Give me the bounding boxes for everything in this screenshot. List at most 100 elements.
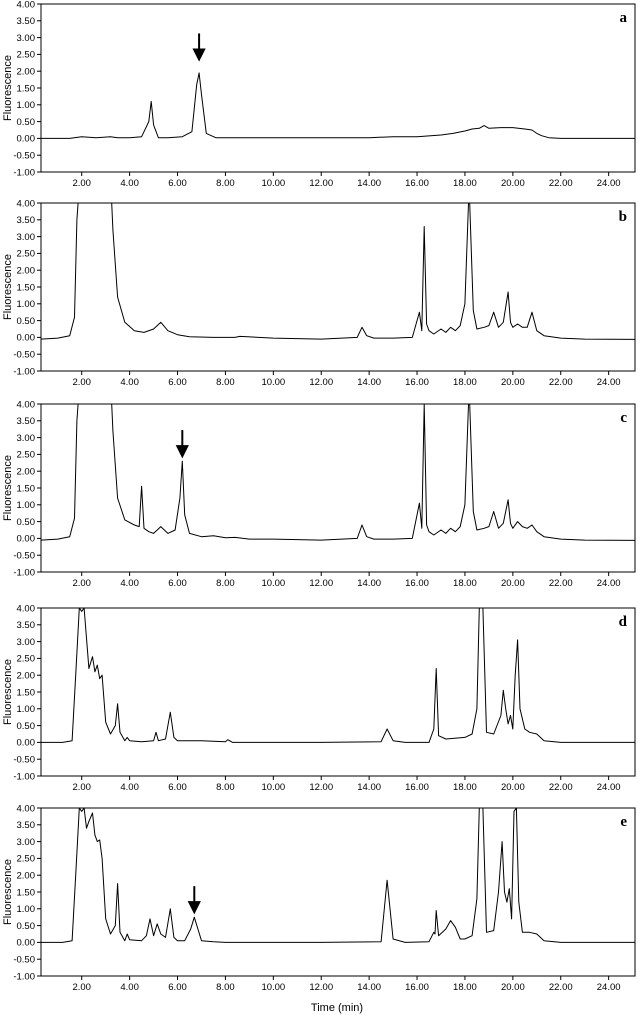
x-tick-label: 12.00 <box>309 782 333 793</box>
x-tick-label: 6.00 <box>168 578 187 589</box>
x-tick-label: 14.00 <box>357 178 381 189</box>
panel-letter: b <box>619 209 627 225</box>
y-tick-label: -1.00 <box>13 771 35 782</box>
y-tick-label: 2.00 <box>17 266 36 277</box>
x-tick-label: 16.00 <box>405 982 429 993</box>
x-tick-label: 8.00 <box>216 578 235 589</box>
x-tick-label: 2.00 <box>72 377 91 388</box>
x-tick-label: 24.00 <box>597 578 621 589</box>
x-tick-label: 20.00 <box>501 782 525 793</box>
y-tick-label: 1.00 <box>17 500 36 511</box>
y-tick-label: -0.50 <box>13 350 35 361</box>
x-tick-label: 18.00 <box>453 782 477 793</box>
series-line <box>41 608 635 743</box>
y-tick-label: 2.00 <box>17 871 36 882</box>
y-tick-label: -0.50 <box>13 955 35 966</box>
y-tick-label: 1.50 <box>17 483 36 494</box>
y-tick-label: 0.50 <box>17 921 36 932</box>
y-tick-label: 2.50 <box>17 450 36 461</box>
x-tick-label: 10.00 <box>261 982 285 993</box>
x-tick-label: 2.00 <box>72 578 91 589</box>
panel-b: -1.00 -0.50 0.00 0.50 1.00 1.50 2.00 2.50 3.00 3.… <box>2 198 636 388</box>
y-tick-label: 3.50 <box>17 820 36 831</box>
x-tick-label: 4.00 <box>120 982 139 993</box>
x-tick-label: 4.00 <box>120 377 139 388</box>
plot-frame <box>40 3 636 173</box>
y-tick-label: 2.50 <box>17 654 36 665</box>
y-tick-label: 4.00 <box>17 198 36 209</box>
x-tick-label: 2.00 <box>72 178 91 189</box>
y-tick-label: 0.00 <box>17 134 36 145</box>
arrow-head <box>192 48 206 62</box>
x-tick-label: 4.00 <box>120 178 139 189</box>
x-tick-label: 8.00 <box>216 982 235 993</box>
panel-e: -1.00 -0.50 0.00 0.50 1.00 1.50 2.00 2.50 3.00 3.… <box>2 803 636 993</box>
x-tick-label: 20.00 <box>501 377 525 388</box>
y-tick-label: 1.00 <box>17 704 36 715</box>
x-tick-label: 10.00 <box>261 578 285 589</box>
y-tick-label: 3.00 <box>17 837 36 848</box>
x-tick-label: 4.00 <box>120 578 139 589</box>
y-tick-label: 1.50 <box>17 687 36 698</box>
x-tick-label: 16.00 <box>405 178 429 189</box>
y-tick-label: 0.00 <box>17 938 36 949</box>
x-tick-label: 12.00 <box>309 982 333 993</box>
x-tick-label: 8.00 <box>216 782 235 793</box>
plot-frame <box>40 202 636 372</box>
y-tick-label: 0.50 <box>17 517 36 528</box>
x-tick-label: 10.00 <box>261 178 285 189</box>
plot-frame <box>40 607 636 777</box>
x-tick-label: 18.00 <box>453 578 477 589</box>
series-line <box>41 203 635 340</box>
panel-letter: e <box>620 814 627 830</box>
x-tick-label: 6.00 <box>168 782 187 793</box>
series-line <box>41 808 635 943</box>
x-tick-label: 16.00 <box>405 377 429 388</box>
panel-letter: a <box>620 10 628 26</box>
y-axis-title: Fluorescence <box>2 254 14 320</box>
series-line <box>41 72 635 139</box>
y-tick-label: 2.50 <box>17 50 36 61</box>
x-tick-label: 22.00 <box>549 982 573 993</box>
y-tick-label: 3.50 <box>17 416 36 427</box>
y-tick-label: 1.00 <box>17 299 36 310</box>
x-tick-label: 24.00 <box>597 178 621 189</box>
panel-letter: c <box>620 410 627 426</box>
x-tick-label: 12.00 <box>309 578 333 589</box>
arrow-head <box>187 901 201 915</box>
panel-a: -1.00 -0.50 0.00 0.50 1.00 1.50 2.00 2.50 3.00 3.… <box>2 0 636 189</box>
y-tick-label: 0.00 <box>17 333 36 344</box>
y-tick-label: 0.50 <box>17 316 36 327</box>
y-tick-label: 1.50 <box>17 83 36 94</box>
x-tick-label: 14.00 <box>357 377 381 388</box>
x-tick-label: 16.00 <box>405 782 429 793</box>
y-tick-label: -0.50 <box>13 151 35 162</box>
y-tick-label: 3.50 <box>17 16 36 27</box>
y-tick-label: 0.50 <box>17 117 36 128</box>
x-tick-label: 18.00 <box>453 178 477 189</box>
x-tick-label: 14.00 <box>357 578 381 589</box>
y-axis-title: Fluorescence <box>2 455 14 521</box>
y-tick-label: -1.00 <box>13 167 35 178</box>
y-tick-label: -1.00 <box>13 567 35 578</box>
x-tick-label: 4.00 <box>120 782 139 793</box>
y-axis-title: Fluorescence <box>2 859 14 925</box>
y-tick-label: 1.00 <box>17 100 36 111</box>
y-tick-label: 2.00 <box>17 671 36 682</box>
y-tick-label: 0.00 <box>17 534 36 545</box>
y-tick-label: 2.00 <box>17 67 36 78</box>
x-tick-label: 22.00 <box>549 178 573 189</box>
x-tick-label: 22.00 <box>549 377 573 388</box>
y-tick-label: 4.00 <box>17 803 36 814</box>
x-tick-label: 8.00 <box>216 178 235 189</box>
y-tick-label: 1.50 <box>17 887 36 898</box>
x-tick-label: 18.00 <box>453 982 477 993</box>
x-tick-label: 24.00 <box>597 982 621 993</box>
x-tick-label: 2.00 <box>72 982 91 993</box>
y-tick-label: 0.00 <box>17 738 36 749</box>
x-tick-label: 12.00 <box>309 377 333 388</box>
x-tick-label: 8.00 <box>216 377 235 388</box>
x-tick-label: 22.00 <box>549 578 573 589</box>
x-tick-label: 10.00 <box>261 377 285 388</box>
y-tick-label: -1.00 <box>13 971 35 982</box>
